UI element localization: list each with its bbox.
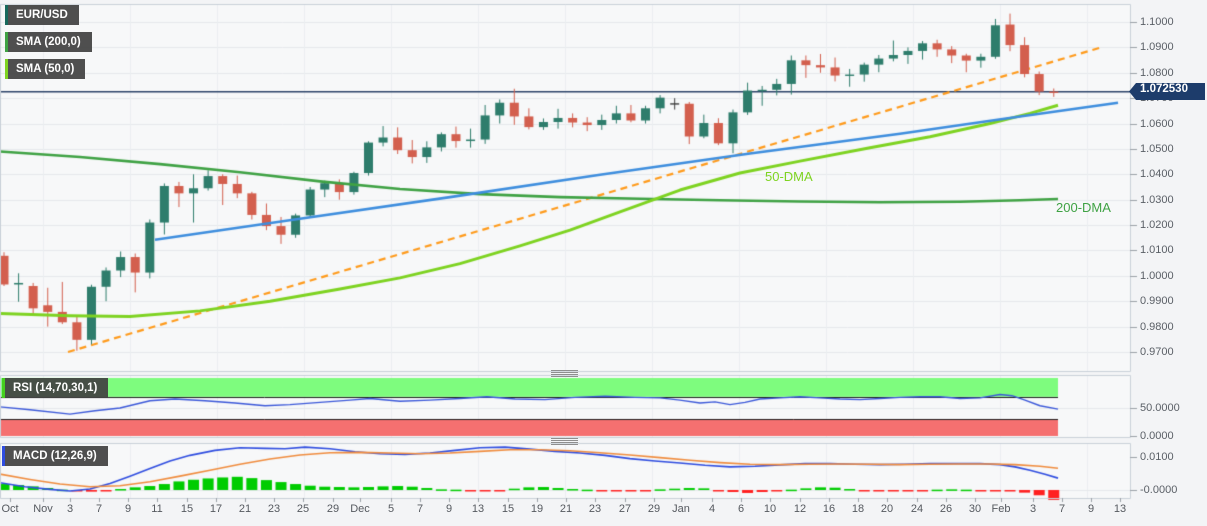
time-tick-label: 12 [793, 503, 807, 515]
time-tick-label: 13 [471, 503, 485, 515]
axis-tick-label: 1.0000 [1140, 269, 1174, 282]
axis-tick-label: 1.0500 [1140, 142, 1174, 155]
time-tick-label: 25 [296, 503, 310, 515]
time-tick-label: 7 [95, 503, 103, 515]
axis-tick-label: 0.9700 [1140, 346, 1174, 358]
time-tick-label: 9 [445, 503, 453, 515]
rsi-legend-chip[interactable]: RSI (14,70,30,1) [2, 378, 109, 398]
macd-legend-chip[interactable]: MACD (12,26,9) [2, 446, 108, 466]
axis-tick-label: 0.0100 [1140, 451, 1174, 463]
time-tick-label: 21 [238, 503, 252, 515]
time-tick-label: 6 [737, 503, 745, 515]
time-tick-label: 23 [588, 503, 602, 515]
time-tick-label: 9 [124, 503, 132, 515]
time-tick-label: 18 [851, 503, 865, 515]
time-tick-label: 10 [763, 503, 777, 515]
time-tick-label: 15 [501, 503, 515, 515]
macd-chip-label: MACD (12,26,9) [13, 450, 97, 462]
time-tick-label: 7 [1058, 503, 1066, 515]
sma200-chip-label: SMA (200,0) [16, 36, 81, 48]
time-tick-label: 3 [66, 503, 74, 515]
time-tick-label: 20 [880, 503, 894, 515]
time-tick-label: 30 [968, 503, 982, 515]
axis-tick-label: 1.0900 [1140, 41, 1174, 54]
time-tick-label: Oct [1, 503, 19, 515]
axis-tick-label: 1.1000 [1140, 16, 1174, 28]
axis-tick-label: -0.0000 [1140, 484, 1178, 496]
time-tick-label: 17 [209, 503, 223, 515]
time-tick-label: 27 [618, 503, 632, 515]
time-tick-label: Dec [350, 503, 370, 515]
dma200-annotation: 200-DMA [1056, 200, 1111, 215]
time-tick-label: Nov [33, 503, 53, 515]
axis-tick-label: 1.0800 [1140, 66, 1174, 79]
time-tick-label: Jan [672, 503, 690, 515]
time-tick-label: 13 [1113, 503, 1127, 515]
time-tick-label: 9 [1087, 503, 1095, 515]
axis-tick-label: 0.0000 [1140, 430, 1174, 442]
time-tick-label: 16 [822, 503, 836, 515]
time-tick-label: 11 [151, 503, 163, 515]
axis-tick-label: 1.0600 [1140, 117, 1174, 130]
time-tick-label: 26 [939, 503, 953, 515]
axis-tick-label: 1.0300 [1140, 193, 1174, 206]
axis-tick-label: 0.9800 [1140, 320, 1174, 333]
axis-tick-label: 1.0200 [1140, 219, 1174, 232]
sma200-legend-chip[interactable]: SMA (200,0) [5, 32, 92, 52]
rsi-chip-label: RSI (14,70,30,1) [13, 382, 98, 394]
sma50-legend-chip[interactable]: SMA (50,0) [5, 59, 86, 79]
time-tick-label: 23 [267, 503, 281, 515]
time-tick-label: 29 [326, 503, 340, 515]
axis-tick-label: 1.0400 [1140, 168, 1174, 181]
symbol-chip-label: EUR/USD [16, 9, 68, 21]
symbol-chip[interactable]: EUR/USD [5, 5, 79, 25]
time-tick-label: 19 [530, 503, 544, 515]
time-tick-label: 15 [180, 503, 194, 515]
axis-tick-label: 1.0100 [1140, 244, 1174, 257]
panel-resize-grip-macd[interactable] [551, 438, 578, 445]
axis-tick-label: 50.0000 [1140, 402, 1180, 414]
time-tick-label: Feb [991, 503, 1011, 515]
time-tick-label: 24 [910, 503, 924, 515]
last-price-tag: 1.072530 [1129, 83, 1205, 100]
time-tick-label: 4 [708, 503, 716, 515]
axis-tick-label: 0.9900 [1140, 295, 1174, 308]
time-tick-label: 29 [647, 503, 661, 515]
time-tick-label: 21 [559, 503, 573, 515]
panel-resize-grip-rsi[interactable] [551, 370, 578, 377]
time-tick-label: 5 [387, 503, 395, 515]
time-tick-label: 3 [1029, 503, 1037, 515]
dma50-annotation: 50-DMA [765, 169, 813, 184]
sma50-chip-label: SMA (50,0) [16, 63, 75, 75]
time-tick-label: 7 [416, 503, 424, 515]
